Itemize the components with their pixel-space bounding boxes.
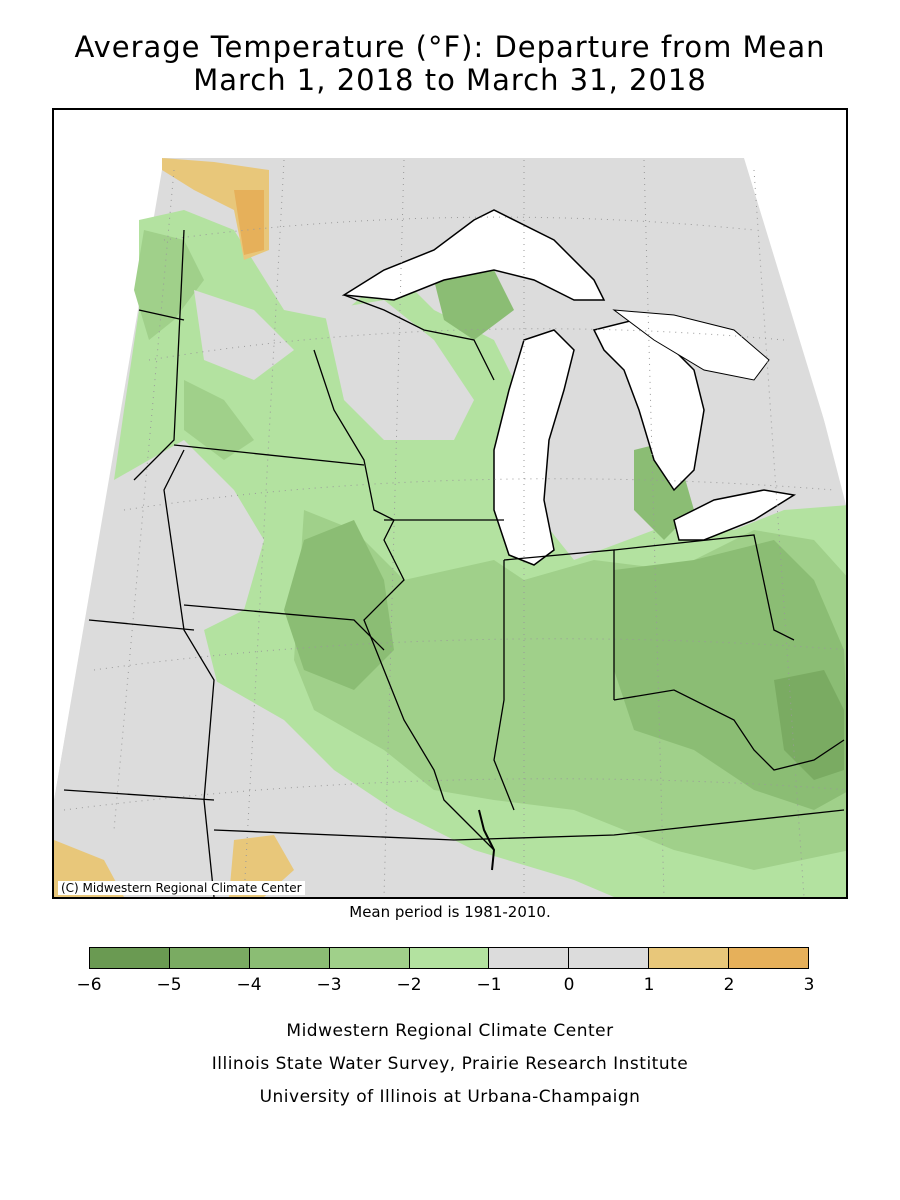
state-boundary [343,294,495,381]
anomaly-area-minus2-dakota [184,380,254,460]
anomaly-area-zero-michigan [554,380,634,470]
outside-left [54,110,162,800]
legend-bin [90,948,170,968]
state-boundary [133,229,185,481]
legend-bin [729,948,809,968]
map-title: Average Temperature (°F): Departure from… [74,30,826,64]
state-boundary [613,534,795,641]
legend-tick-label: 0 [563,975,575,995]
lake-huron-north [612,309,770,381]
map-panel: (C) Midwestern Regional Climate Center [52,108,848,899]
legend-tick-label: 3 [803,975,815,995]
lake-michigan [493,329,575,566]
legend-bin [329,948,410,968]
outside-right [744,110,846,505]
state-boundary [493,560,515,811]
state-boundary [163,449,215,897]
legend-tick-label: −6 [76,975,102,995]
temperature-departure-map [54,110,846,897]
state-boundary [213,809,845,841]
legend-bin [649,948,730,968]
lake-erie [673,489,797,541]
legend-tick-label: −1 [476,975,502,995]
legend-tick-label: −2 [396,975,422,995]
graticule-line [113,169,175,831]
legend-tick-label: 2 [723,975,735,995]
legend-bin [249,948,330,968]
legend-bin [169,948,250,968]
credit-line: Midwestern Regional Climate Center [286,1021,614,1041]
legend-tick-label: 1 [643,975,655,995]
state-boundary [63,789,215,801]
state-boundary [173,444,365,466]
lake-superior [341,209,606,301]
legend-bin [569,948,650,968]
river-segment [478,809,496,871]
state-boundary [88,619,195,631]
anomaly-area-plus2-north-dakota [234,190,264,255]
credit-line: University of Illinois at Urbana-Champai… [259,1087,641,1107]
color-legend [89,947,809,969]
legend-bin [489,948,570,968]
graticule-line [148,328,785,361]
state-boundary [613,689,845,771]
state-boundary [183,604,385,651]
anomaly-area-minus3-upper-michigan [434,270,514,340]
anomaly-area-minus3-iowa [284,520,394,690]
anomaly-area-zero-southwest [54,610,574,897]
legend-tick-label: −5 [156,975,182,995]
legend-bin [409,948,490,968]
state-boundary [313,349,495,851]
state-boundary [138,309,185,321]
anomaly-area-zero-wisconsin [324,300,474,440]
mean-period-note: Mean period is 1981-2010. [349,903,551,921]
anomaly-area-minus4-wv [774,670,844,780]
legend-tick-label: −3 [316,975,342,995]
anomaly-area-zero-dakota [194,290,294,380]
rivers [478,809,496,871]
copyright-label: (C) Midwestern Regional Climate Center [58,881,305,895]
legend-tick-labels: −6 −5 −4 −3 −2 −1 0 1 2 3 [76,975,814,997]
graticule [63,159,846,897]
legend-tick-label: −4 [236,975,262,995]
state-boundaries [63,229,845,897]
credit-line: Illinois State Water Survey, Prairie Res… [211,1054,689,1074]
map-date-range: March 1, 2018 to March 31, 2018 [193,63,707,97]
